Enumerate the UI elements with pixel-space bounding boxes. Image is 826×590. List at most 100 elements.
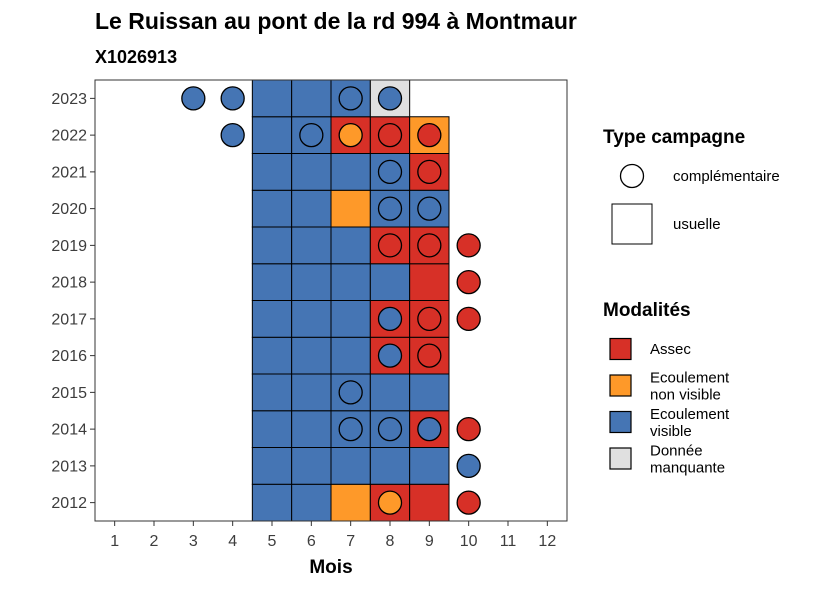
y-tick-label-2022: 2022 xyxy=(51,128,87,145)
legend-modalite-label-3-0: Donnée xyxy=(650,443,703,460)
tile-2012-5 xyxy=(251,483,293,522)
legend-type-label-0: complémentaire xyxy=(673,168,780,185)
x-tick-label-2: 2 xyxy=(150,533,159,550)
tile-2012-6 xyxy=(291,483,332,522)
y-tick-label-2021: 2021 xyxy=(51,164,87,181)
point-2019-9 xyxy=(417,233,442,258)
tile-2016-6 xyxy=(291,336,332,375)
point-2021-9 xyxy=(417,159,442,185)
legend-modalite-label-0: Assec xyxy=(650,341,691,358)
complementaire-points xyxy=(181,86,481,515)
legend-modalite-label-2-0: Ecoulement xyxy=(650,406,730,423)
legend-modalites-title: Modalités xyxy=(603,300,691,321)
tile-2015-5 xyxy=(251,373,293,412)
tile-2019-7 xyxy=(330,226,371,265)
point-2015-7 xyxy=(338,380,363,405)
legend-type-title: Type campagne xyxy=(603,127,745,148)
tile-2017-5 xyxy=(251,300,293,338)
tile-2020-7 xyxy=(330,189,371,228)
tile-2012-9 xyxy=(409,483,450,522)
tile-2022-5 xyxy=(251,116,293,154)
y-tick-label-2020: 2020 xyxy=(51,201,87,218)
point-2017-8 xyxy=(377,306,403,332)
point-2014-7 xyxy=(338,416,363,442)
tile-2021-6 xyxy=(291,153,332,191)
point-2019-10 xyxy=(456,233,481,258)
tile-2018-5 xyxy=(251,263,293,301)
point-2021-8 xyxy=(377,159,403,185)
tile-2014-5 xyxy=(251,410,293,448)
tile-2020-6 xyxy=(291,189,332,228)
point-2023-4 xyxy=(220,86,245,111)
tile-2018-9 xyxy=(409,263,450,301)
point-2018-10 xyxy=(456,269,481,295)
point-2023-8 xyxy=(377,86,403,111)
tile-2018-7 xyxy=(330,263,371,301)
tile-2015-6 xyxy=(291,373,332,412)
point-2022-6 xyxy=(299,122,324,148)
point-2023-3 xyxy=(181,86,206,111)
tile-2023-6 xyxy=(291,79,332,118)
y-tick-label-2017: 2017 xyxy=(51,311,87,328)
chart-subtitle: X1026913 xyxy=(95,47,177,67)
tile-2017-7 xyxy=(330,300,371,338)
x-tick-label-4: 4 xyxy=(228,533,237,550)
tile-2013-7 xyxy=(330,447,371,485)
legend-type-campagne: Type campagne complémentaire usuelle xyxy=(603,127,780,245)
tile-2014-6 xyxy=(291,410,332,448)
tile-2013-8 xyxy=(369,447,411,485)
y-tick-label-2019: 2019 xyxy=(51,238,87,255)
legend-swatch-1 xyxy=(609,374,632,397)
point-2017-10 xyxy=(456,306,481,332)
tile-2012-7 xyxy=(330,483,371,522)
point-2023-7 xyxy=(338,86,363,111)
legend-modalite-label-2-1: visible xyxy=(650,423,692,440)
tile-2015-8 xyxy=(369,373,411,412)
y-axis: 2012 2013 2014 2015 2016 2017 2018 2019 2020 2021… xyxy=(51,91,95,512)
point-2014-8 xyxy=(377,416,403,442)
x-axis: 1 2 3 4 5 6 7 8 9 10 11 12 xyxy=(110,521,556,550)
legend-square-key xyxy=(611,203,653,245)
x-tick-label-3: 3 xyxy=(189,533,198,550)
legend-modalite-label-3-1: manquante xyxy=(650,460,725,477)
point-2022-8 xyxy=(377,122,403,148)
point-2012-10 xyxy=(456,490,481,515)
x-tick-label-7: 7 xyxy=(346,533,355,550)
tile-2016-7 xyxy=(330,336,371,375)
usuelle-tiles xyxy=(251,79,450,522)
point-2022-7 xyxy=(338,122,363,148)
x-tick-label-1: 1 xyxy=(110,533,119,550)
y-tick-label-2012: 2012 xyxy=(51,495,87,512)
tile-2013-5 xyxy=(251,447,293,485)
x-tick-label-6: 6 xyxy=(307,533,316,550)
tile-2018-8 xyxy=(369,263,411,301)
x-tick-label-11: 11 xyxy=(500,533,517,550)
tile-2018-6 xyxy=(291,263,332,301)
tile-2013-9 xyxy=(409,447,450,485)
legend-circle-key xyxy=(619,163,645,189)
x-tick-label-12: 12 xyxy=(538,533,556,550)
legend-modalite-label-1-1: non visible xyxy=(650,387,721,404)
point-2020-9 xyxy=(417,196,442,221)
point-2022-4 xyxy=(220,122,245,148)
tile-2016-5 xyxy=(251,336,293,375)
y-tick-label-2015: 2015 xyxy=(51,385,87,402)
tile-2015-9 xyxy=(409,373,450,412)
tile-2019-6 xyxy=(291,226,332,265)
point-2019-8 xyxy=(377,233,403,258)
x-tick-label-8: 8 xyxy=(386,533,395,550)
y-tick-label-2018: 2018 xyxy=(51,275,87,292)
point-2014-10 xyxy=(456,416,481,442)
y-tick-label-2023: 2023 xyxy=(51,91,87,108)
y-tick-label-2014: 2014 xyxy=(51,422,87,439)
x-tick-label-9: 9 xyxy=(425,533,434,550)
point-2020-8 xyxy=(377,196,403,221)
panel-border xyxy=(94,79,568,522)
point-2016-8 xyxy=(377,343,403,368)
legend-swatch-3 xyxy=(609,447,632,470)
x-tick-label-5: 5 xyxy=(268,533,277,550)
legend-swatch-2 xyxy=(609,410,632,434)
tile-2021-5 xyxy=(251,153,293,191)
legend-swatch-0 xyxy=(609,337,632,361)
